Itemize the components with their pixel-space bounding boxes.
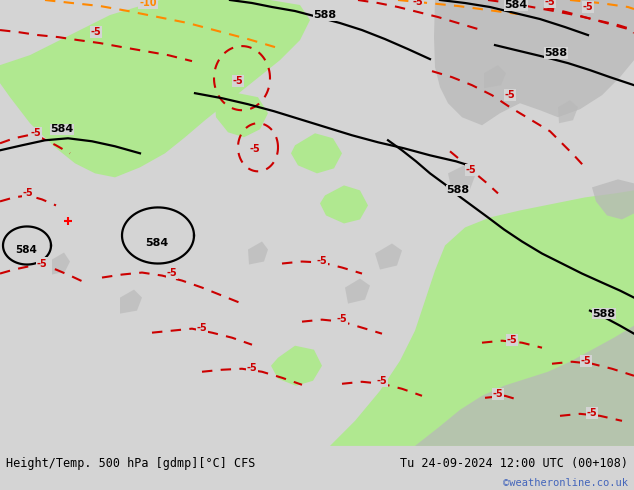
Text: -5: -5 bbox=[197, 322, 207, 333]
Text: -5: -5 bbox=[23, 188, 34, 198]
Text: -5: -5 bbox=[586, 408, 597, 418]
Polygon shape bbox=[415, 326, 634, 446]
Text: -5: -5 bbox=[545, 0, 555, 7]
Text: -5: -5 bbox=[167, 268, 178, 277]
Text: 588: 588 bbox=[545, 48, 567, 58]
Text: 584: 584 bbox=[50, 124, 74, 134]
Text: 584: 584 bbox=[145, 239, 169, 248]
Polygon shape bbox=[330, 191, 634, 446]
Polygon shape bbox=[320, 185, 368, 223]
Text: -5: -5 bbox=[37, 259, 48, 269]
Polygon shape bbox=[345, 278, 370, 304]
Text: -5: -5 bbox=[581, 356, 592, 366]
Polygon shape bbox=[484, 65, 506, 88]
Polygon shape bbox=[558, 100, 578, 123]
Polygon shape bbox=[52, 252, 70, 274]
Polygon shape bbox=[592, 179, 634, 220]
Text: -5: -5 bbox=[493, 389, 503, 399]
Text: -5: -5 bbox=[337, 314, 347, 323]
Text: Height/Temp. 500 hPa [gdmp][°C] CFS: Height/Temp. 500 hPa [gdmp][°C] CFS bbox=[6, 457, 256, 470]
Polygon shape bbox=[291, 133, 342, 173]
Polygon shape bbox=[271, 346, 322, 386]
Text: 588: 588 bbox=[446, 185, 470, 196]
Text: -5: -5 bbox=[413, 0, 424, 7]
Polygon shape bbox=[448, 164, 476, 193]
Polygon shape bbox=[248, 242, 268, 265]
Polygon shape bbox=[0, 0, 310, 177]
Text: Tu 24-09-2024 12:00 UTC (00+108): Tu 24-09-2024 12:00 UTC (00+108) bbox=[400, 457, 628, 470]
Text: 584: 584 bbox=[505, 0, 527, 10]
Text: -5: -5 bbox=[377, 376, 387, 386]
Text: -5: -5 bbox=[583, 2, 593, 12]
Text: 588: 588 bbox=[592, 309, 616, 318]
Text: -5: -5 bbox=[247, 363, 257, 373]
Text: 584: 584 bbox=[15, 245, 37, 254]
Text: 588: 588 bbox=[313, 10, 337, 20]
Polygon shape bbox=[375, 244, 402, 270]
Text: -5: -5 bbox=[507, 335, 517, 344]
Text: -5: -5 bbox=[233, 76, 243, 86]
Polygon shape bbox=[434, 0, 634, 125]
Text: ©weatheronline.co.uk: ©weatheronline.co.uk bbox=[503, 478, 628, 488]
Polygon shape bbox=[215, 93, 268, 137]
Polygon shape bbox=[120, 290, 142, 314]
Text: -5: -5 bbox=[250, 144, 261, 154]
Text: -5: -5 bbox=[465, 165, 476, 175]
Text: -5: -5 bbox=[505, 90, 515, 100]
Text: -5: -5 bbox=[91, 27, 101, 37]
Text: -5: -5 bbox=[30, 128, 41, 138]
Text: -5: -5 bbox=[316, 255, 327, 266]
Text: -10: -10 bbox=[139, 0, 157, 8]
